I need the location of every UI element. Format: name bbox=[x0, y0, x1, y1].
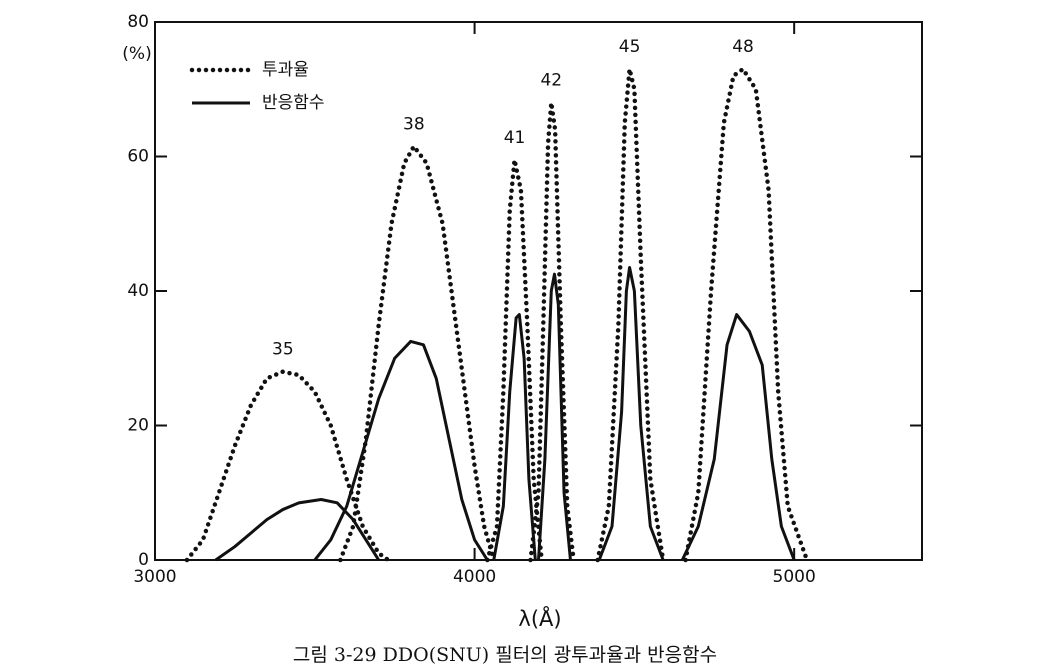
y-tick-label: 60 bbox=[127, 147, 149, 167]
curve bbox=[485, 159, 544, 563]
curve bbox=[680, 313, 796, 561]
y-tick-label: 40 bbox=[127, 281, 149, 301]
legend-label: 투과율 bbox=[262, 60, 309, 80]
curve bbox=[313, 339, 489, 561]
curve bbox=[338, 142, 497, 563]
curve bbox=[595, 68, 666, 563]
x-tick-label: 5000 bbox=[773, 567, 816, 587]
y-axis-label: (%) bbox=[122, 44, 151, 64]
curve-label: 48 bbox=[732, 37, 754, 57]
curve bbox=[184, 369, 391, 563]
curve bbox=[492, 313, 537, 561]
y-tick-label: 0 bbox=[138, 550, 149, 570]
y-tick-label: 80 bbox=[127, 12, 149, 32]
x-axis-label: λ(Å) bbox=[518, 605, 561, 631]
x-tick-label: 4000 bbox=[453, 567, 496, 587]
curve bbox=[528, 102, 576, 563]
y-tick-label: 20 bbox=[127, 416, 149, 436]
curve-label: 38 bbox=[403, 114, 425, 134]
curve-label: 42 bbox=[540, 71, 562, 91]
legend-label: 반응함수 bbox=[262, 93, 325, 113]
x-tick-label: 3000 bbox=[133, 567, 176, 587]
caption: 그림 3-29 DDO(SNU) 필터의 광투과율과 반응함수 bbox=[293, 644, 717, 666]
curve-label: 41 bbox=[504, 128, 526, 148]
curve bbox=[537, 272, 572, 561]
curve-label: 45 bbox=[619, 37, 641, 57]
curve bbox=[683, 65, 810, 563]
curve bbox=[214, 497, 380, 562]
curve bbox=[597, 265, 665, 561]
curve-label: 35 bbox=[272, 340, 294, 360]
